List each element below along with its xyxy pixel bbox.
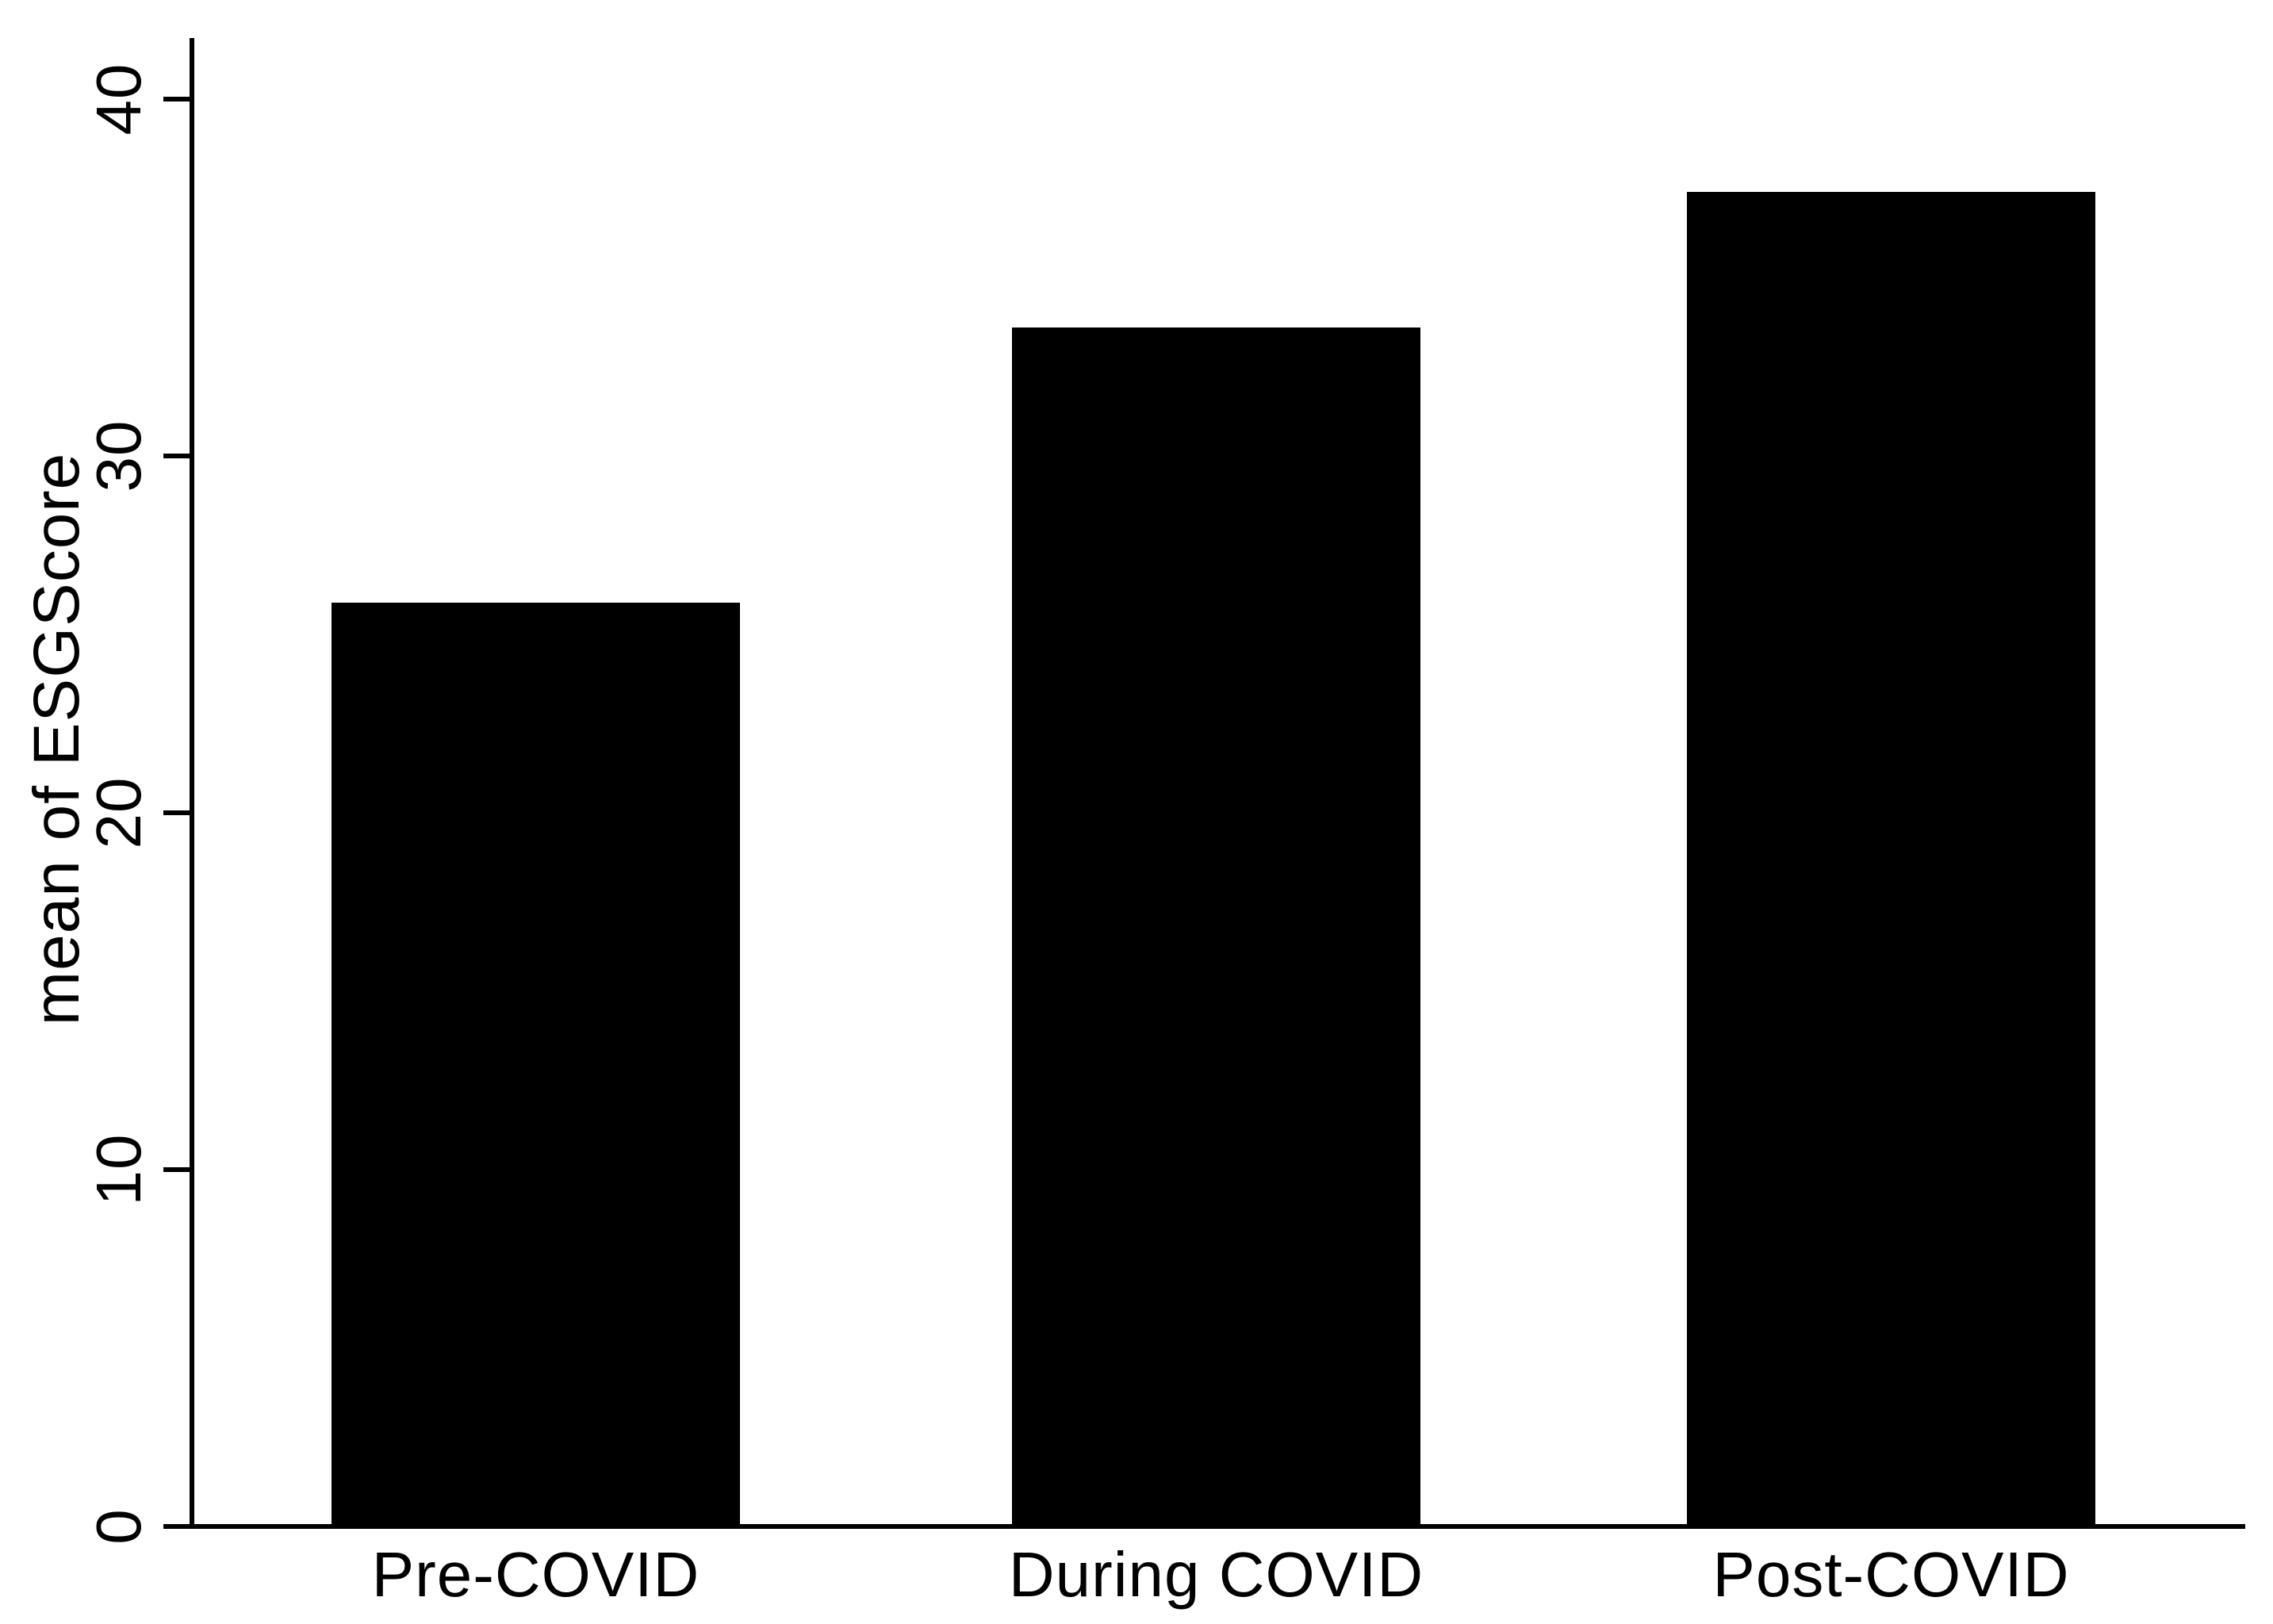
y-tick-mark <box>163 97 190 102</box>
x-category-label: Post-COVID <box>1712 1539 2070 1610</box>
y-tick-label: 0 <box>83 1508 154 1545</box>
bar-pre-covid <box>332 602 740 1526</box>
y-tick-mark <box>163 1524 190 1529</box>
x-axis-line <box>190 1524 2245 1529</box>
y-tick-mark <box>163 810 190 815</box>
y-tick-label: 40 <box>83 63 154 136</box>
y-axis-line <box>190 38 194 1529</box>
y-tick-mark <box>163 454 190 458</box>
y-tick-label: 10 <box>83 1133 154 1206</box>
y-tick-label: 20 <box>83 776 154 849</box>
x-category-label: Pre-COVID <box>371 1539 700 1610</box>
y-tick-mark <box>163 1167 190 1172</box>
bar-post-covid <box>1687 192 2095 1526</box>
x-category-label: During COVID <box>1008 1539 1424 1610</box>
bar-during-covid <box>1012 327 1420 1526</box>
y-tick-label: 30 <box>83 419 154 492</box>
y-axis-title: mean of ESGScore <box>21 452 93 1025</box>
